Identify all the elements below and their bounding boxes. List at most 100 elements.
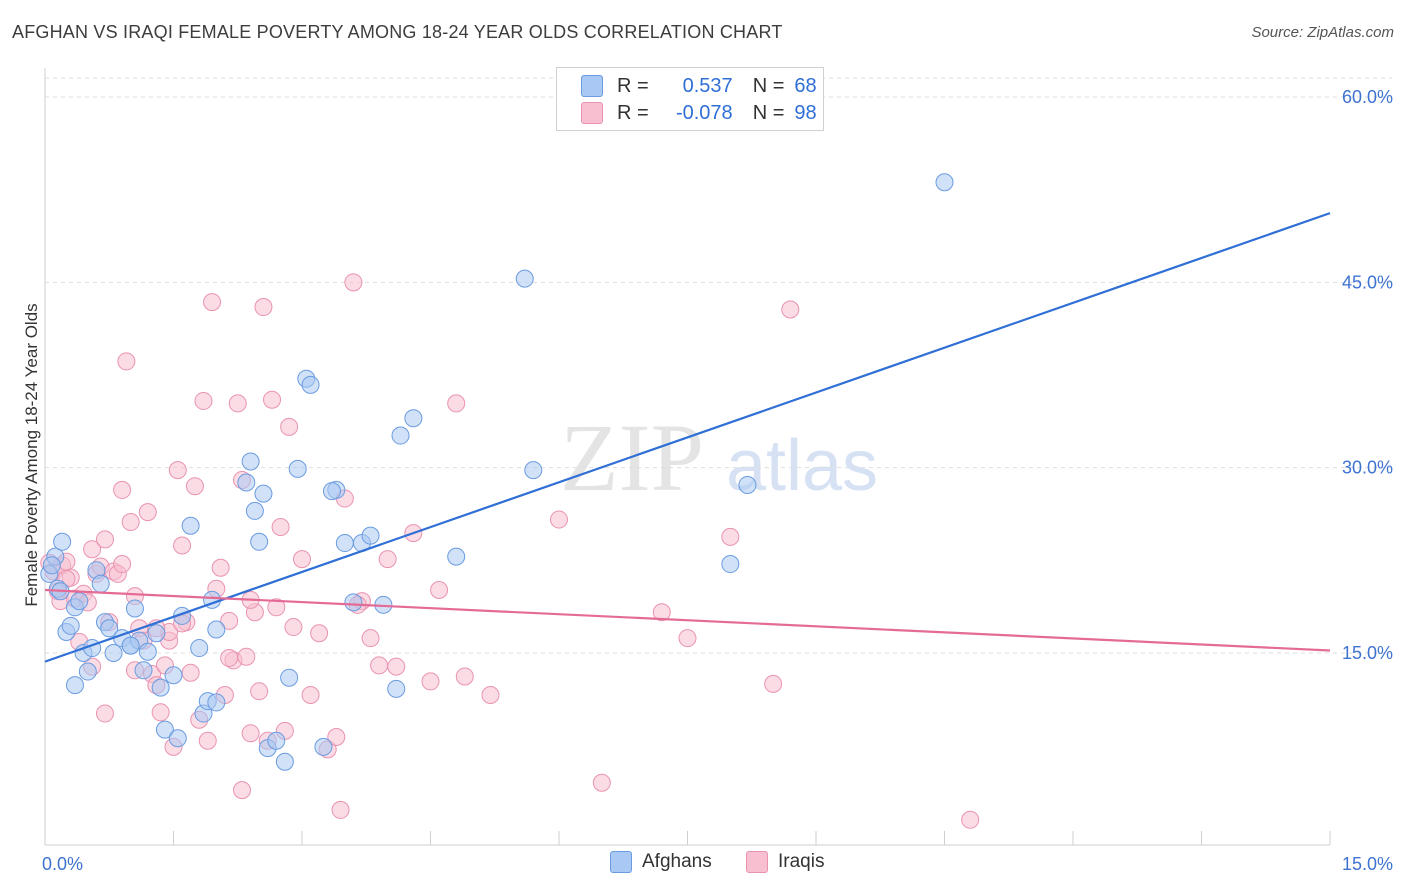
chart-title: AFGHAN VS IRAQI FEMALE POVERTY AMONG 18-… bbox=[12, 22, 783, 42]
iraqi-point bbox=[293, 550, 311, 569]
iraqis-legend-swatch bbox=[746, 851, 768, 873]
afghan-point bbox=[250, 532, 269, 551]
iraqi-point bbox=[233, 781, 252, 800]
iraqi-point bbox=[961, 810, 980, 829]
iraqi-point bbox=[198, 731, 217, 750]
iraqi-point bbox=[652, 603, 671, 622]
iraqi-point bbox=[211, 558, 230, 577]
afghan-point bbox=[100, 619, 119, 638]
iraqi-point bbox=[481, 686, 500, 705]
iraqi-point bbox=[678, 629, 697, 648]
grid-lines bbox=[45, 77, 1392, 654]
iraqi-point bbox=[138, 503, 157, 522]
iraqis-legend-label: Iraqis bbox=[778, 851, 825, 872]
n-label: N = bbox=[752, 74, 785, 97]
iraqi-point bbox=[117, 352, 136, 371]
afghan-point bbox=[155, 720, 174, 739]
afghan-point bbox=[138, 642, 157, 661]
afghan-point bbox=[935, 173, 954, 192]
afghan-point bbox=[447, 547, 466, 566]
iraqi-point bbox=[592, 773, 611, 792]
x-tick-label: 0.0% bbox=[42, 854, 83, 874]
afghan-point bbox=[241, 452, 260, 471]
iraqis-n-value: 98 bbox=[794, 101, 817, 124]
afghan-point bbox=[280, 668, 299, 687]
iraqi-point bbox=[254, 298, 273, 317]
iraqi-point bbox=[220, 611, 239, 630]
iraqi-point bbox=[151, 703, 170, 722]
afghan-point bbox=[361, 526, 380, 545]
iraqi-point bbox=[721, 527, 740, 546]
iraqi-point bbox=[361, 629, 380, 648]
iraqi-point bbox=[284, 618, 303, 637]
r-label: R = bbox=[617, 74, 649, 97]
afghan-point bbox=[391, 426, 410, 445]
iraqi-point bbox=[113, 480, 132, 499]
iraqi-point bbox=[83, 540, 102, 559]
afghan-point bbox=[190, 639, 209, 658]
afghan-point bbox=[125, 599, 144, 618]
afghan-point bbox=[104, 644, 123, 662]
afghan-point bbox=[134, 661, 153, 680]
iraqi-point bbox=[344, 273, 363, 292]
iraqi-point bbox=[430, 580, 449, 599]
iraqi-point bbox=[185, 477, 204, 496]
iraqi-point bbox=[310, 624, 329, 643]
afghan-point bbox=[267, 731, 286, 750]
afghan-point bbox=[515, 269, 534, 288]
afghans-legend-swatch bbox=[610, 851, 632, 873]
afghan-point bbox=[344, 593, 363, 612]
iraqi-point bbox=[168, 461, 187, 480]
afghans-trendline bbox=[44, 212, 1331, 663]
afghans-swatch bbox=[581, 75, 603, 97]
afghan-point bbox=[721, 555, 740, 574]
afghan-point bbox=[65, 676, 84, 695]
correlation-legend: R = 0.537 N = 68 R = -0.078 N = 98 bbox=[556, 67, 824, 131]
afghan-point bbox=[404, 409, 423, 428]
iraqi-point bbox=[421, 672, 440, 691]
afghan-point bbox=[70, 592, 89, 611]
afghan-point bbox=[164, 666, 183, 685]
iraqi-point bbox=[764, 674, 783, 693]
afghan-point bbox=[254, 484, 273, 503]
afghan-point bbox=[524, 461, 543, 480]
y-tick-label: 60.0% bbox=[1342, 87, 1393, 107]
watermark: ZIP atlas bbox=[560, 404, 878, 511]
iraqi-point bbox=[378, 550, 397, 569]
iraqi-point bbox=[267, 598, 286, 617]
afghan-point bbox=[288, 459, 307, 478]
iraqi-point bbox=[781, 300, 800, 319]
y-tick-label: 15.0% bbox=[1342, 643, 1393, 663]
iraqi-point bbox=[220, 648, 239, 667]
y-tick-label: 30.0% bbox=[1342, 458, 1393, 478]
watermark-atlas: atlas bbox=[726, 426, 878, 506]
legend-row-iraqis: R = -0.078 N = 98 bbox=[581, 100, 817, 126]
afghan-point bbox=[78, 662, 97, 681]
afghan-point bbox=[322, 482, 341, 501]
iraqis-r-value: -0.078 bbox=[675, 101, 733, 124]
iraqi-point bbox=[95, 530, 114, 549]
afghan-point bbox=[53, 532, 72, 551]
iraqi-point bbox=[550, 510, 568, 529]
iraqi-point bbox=[173, 536, 192, 555]
iraqi-point bbox=[331, 800, 350, 819]
iraqi-point bbox=[203, 293, 222, 312]
afghan-point bbox=[738, 475, 757, 494]
iraqi-point bbox=[370, 656, 389, 675]
afghan-point bbox=[181, 516, 200, 535]
iraqi-point bbox=[228, 394, 247, 413]
afghans-r-value: 0.537 bbox=[682, 74, 733, 97]
iraqi-point bbox=[194, 391, 213, 410]
afghan-point bbox=[301, 375, 320, 394]
iraqi-point bbox=[121, 513, 140, 532]
afghan-point bbox=[237, 473, 256, 492]
bottom-legend-afghans: Afghans bbox=[610, 851, 712, 873]
afghan-point bbox=[91, 574, 110, 593]
bottom-legend-iraqis: Iraqis bbox=[746, 851, 824, 873]
iraqi-point bbox=[181, 663, 200, 682]
iraqis-swatch bbox=[581, 102, 603, 124]
afghan-point bbox=[275, 752, 294, 771]
iraqi-point bbox=[113, 555, 132, 574]
afghan-point bbox=[147, 624, 166, 643]
